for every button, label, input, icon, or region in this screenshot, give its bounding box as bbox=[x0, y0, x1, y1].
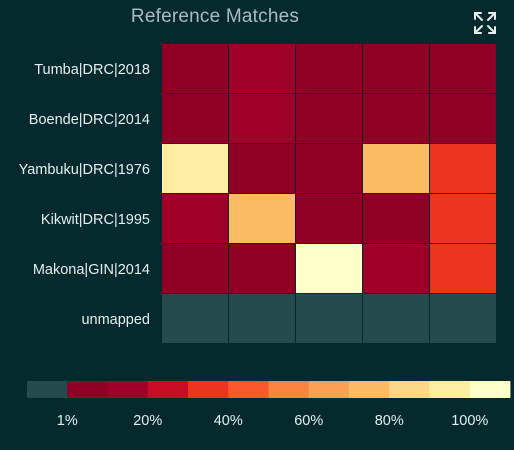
heatmap-cell[interactable] bbox=[430, 244, 496, 293]
heatmap-cell[interactable] bbox=[363, 94, 429, 143]
legend-swatch bbox=[308, 381, 350, 398]
legend-swatch bbox=[429, 381, 471, 398]
heatmap-cell[interactable] bbox=[162, 194, 228, 243]
legend-swatch bbox=[67, 381, 108, 398]
heatmap-cell[interactable] bbox=[430, 44, 496, 93]
heatmap-cell[interactable] bbox=[229, 194, 295, 243]
heatmap-cell[interactable] bbox=[363, 244, 429, 293]
heatmap-cell[interactable] bbox=[430, 94, 496, 143]
heatmap-cell[interactable] bbox=[229, 144, 295, 193]
heatmap-cell[interactable] bbox=[296, 244, 362, 293]
heatmap-cell[interactable] bbox=[162, 44, 228, 93]
heatmap-cell[interactable] bbox=[162, 144, 228, 193]
legend-swatch bbox=[228, 381, 269, 398]
heatmap-cell[interactable] bbox=[229, 44, 295, 93]
row-label: Yambuku|DRC|1976 bbox=[19, 162, 150, 178]
heatmap-cell[interactable] bbox=[363, 44, 429, 93]
heatmap-cell[interactable] bbox=[162, 244, 228, 293]
heatmap-cell[interactable] bbox=[229, 94, 295, 143]
heatmap-cell[interactable] bbox=[296, 294, 362, 343]
row-label: unmapped bbox=[81, 312, 150, 328]
heatmap-cell[interactable] bbox=[296, 194, 362, 243]
legend-swatch bbox=[349, 381, 390, 398]
heatmap-cell[interactable] bbox=[162, 294, 228, 343]
legend-swatch bbox=[469, 381, 511, 398]
heatmap-cell[interactable] bbox=[162, 94, 228, 143]
row-label: Boende|DRC|2014 bbox=[29, 112, 150, 128]
legend-swatch bbox=[107, 381, 149, 398]
legend-swatch bbox=[27, 381, 68, 398]
legend-tick-label: 40% bbox=[214, 413, 243, 429]
row-label: Tumba|DRC|2018 bbox=[34, 62, 150, 78]
heatmap-cell[interactable] bbox=[296, 44, 362, 93]
expand-arrows-icon[interactable] bbox=[472, 10, 498, 36]
heatmap-cell[interactable] bbox=[229, 294, 295, 343]
legend-swatch bbox=[147, 381, 189, 398]
heatmap-cell[interactable] bbox=[296, 144, 362, 193]
legend-swatch bbox=[188, 381, 229, 398]
legend-swatch bbox=[389, 381, 430, 398]
row-label: Kikwit|DRC|1995 bbox=[41, 212, 150, 228]
legend-swatch bbox=[268, 381, 310, 398]
legend-tick-label: 80% bbox=[375, 413, 404, 429]
heatmap-cell[interactable] bbox=[363, 194, 429, 243]
heatmap-cell[interactable] bbox=[229, 244, 295, 293]
row-label: Makona|GIN|2014 bbox=[33, 262, 150, 278]
legend-tick-label: 20% bbox=[133, 413, 162, 429]
legend-tick-label: 100% bbox=[451, 413, 488, 429]
legend-tick-label: 1% bbox=[57, 413, 78, 429]
chart-title: Reference Matches bbox=[130, 6, 300, 27]
heatmap-cell[interactable] bbox=[363, 144, 429, 193]
heatmap-cell[interactable] bbox=[430, 294, 496, 343]
heatmap-cell[interactable] bbox=[430, 144, 496, 193]
heatmap-cell[interactable] bbox=[296, 94, 362, 143]
legend-tick-label: 60% bbox=[294, 413, 323, 429]
heatmap-cell[interactable] bbox=[430, 194, 496, 243]
heatmap-cell[interactable] bbox=[363, 294, 429, 343]
